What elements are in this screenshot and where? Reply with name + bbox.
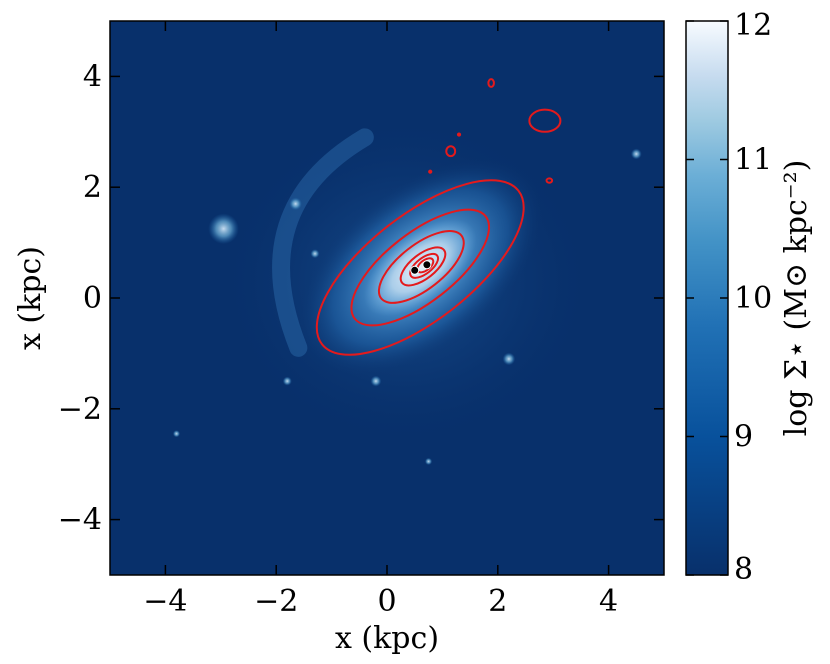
contour-layer: [315, 78, 562, 356]
y-tick-label-3: 2: [83, 170, 102, 205]
contour-10: [456, 132, 462, 137]
colorbar-ticks: 8 9 10 11 12: [686, 8, 772, 587]
y-ticks: −4 −2 0 2 4: [58, 59, 664, 538]
density-field: [218, 115, 595, 448]
x-tick-label-1: −2: [254, 584, 298, 619]
contour-2: [377, 230, 465, 304]
y-tick-label-4: 4: [83, 59, 102, 94]
clump-7: [502, 352, 516, 366]
cbar-tick-label-1: 9: [734, 420, 753, 455]
heatmap-area: [110, 21, 664, 575]
y-axis-label: x (kpc): [13, 246, 48, 350]
contour-0: [315, 179, 525, 356]
cbar-tick-label-3: 11: [734, 143, 772, 178]
clump-3: [282, 376, 292, 386]
clump-5: [424, 457, 433, 466]
colorbar: 8 9 10 11 12 log Σ⋆ (M⊙ kpc⁻²): [685, 8, 814, 587]
center-marker-1: [422, 260, 432, 270]
y-tick-label-0: −4: [58, 503, 102, 538]
contour-11: [428, 169, 433, 174]
clump-4: [172, 430, 181, 438]
y-tick-label-1: −2: [58, 392, 102, 427]
colorbar-label: log Σ⋆ (M⊙ kpc⁻²): [779, 160, 814, 437]
contour-6: [528, 108, 562, 133]
clump-8: [370, 375, 382, 387]
contour-9: [545, 177, 554, 184]
center-marker-0: [410, 265, 420, 275]
x-ticks: −4 −2 0 2 4: [143, 21, 618, 619]
y-tick-label-2: 0: [83, 281, 102, 316]
cbar-tick-label-4: 12: [734, 8, 772, 43]
cbar-tick-label-2: 10: [734, 281, 772, 316]
contour-1: [350, 208, 491, 327]
contour-3: [399, 246, 447, 287]
x-axis-label: x (kpc): [335, 621, 439, 656]
x-tick-label-2: 0: [377, 584, 396, 619]
stellar-core: [363, 218, 477, 317]
cbar-tick-label-0: 8: [734, 552, 753, 587]
x-tick-label-3: 2: [488, 584, 507, 619]
x-tick-label-0: −4: [143, 584, 187, 619]
contour-7: [487, 78, 495, 88]
contour-4: [409, 252, 440, 279]
clump-layer: [172, 148, 642, 466]
spiral-arm: [272, 128, 374, 357]
clump-2: [630, 148, 642, 160]
contour-8: [445, 145, 457, 158]
x-tick-label-4: 4: [599, 584, 618, 619]
clump-0: [208, 213, 239, 245]
clump-6: [310, 249, 320, 259]
marker-layer: [410, 260, 432, 275]
clump-1: [289, 197, 302, 211]
